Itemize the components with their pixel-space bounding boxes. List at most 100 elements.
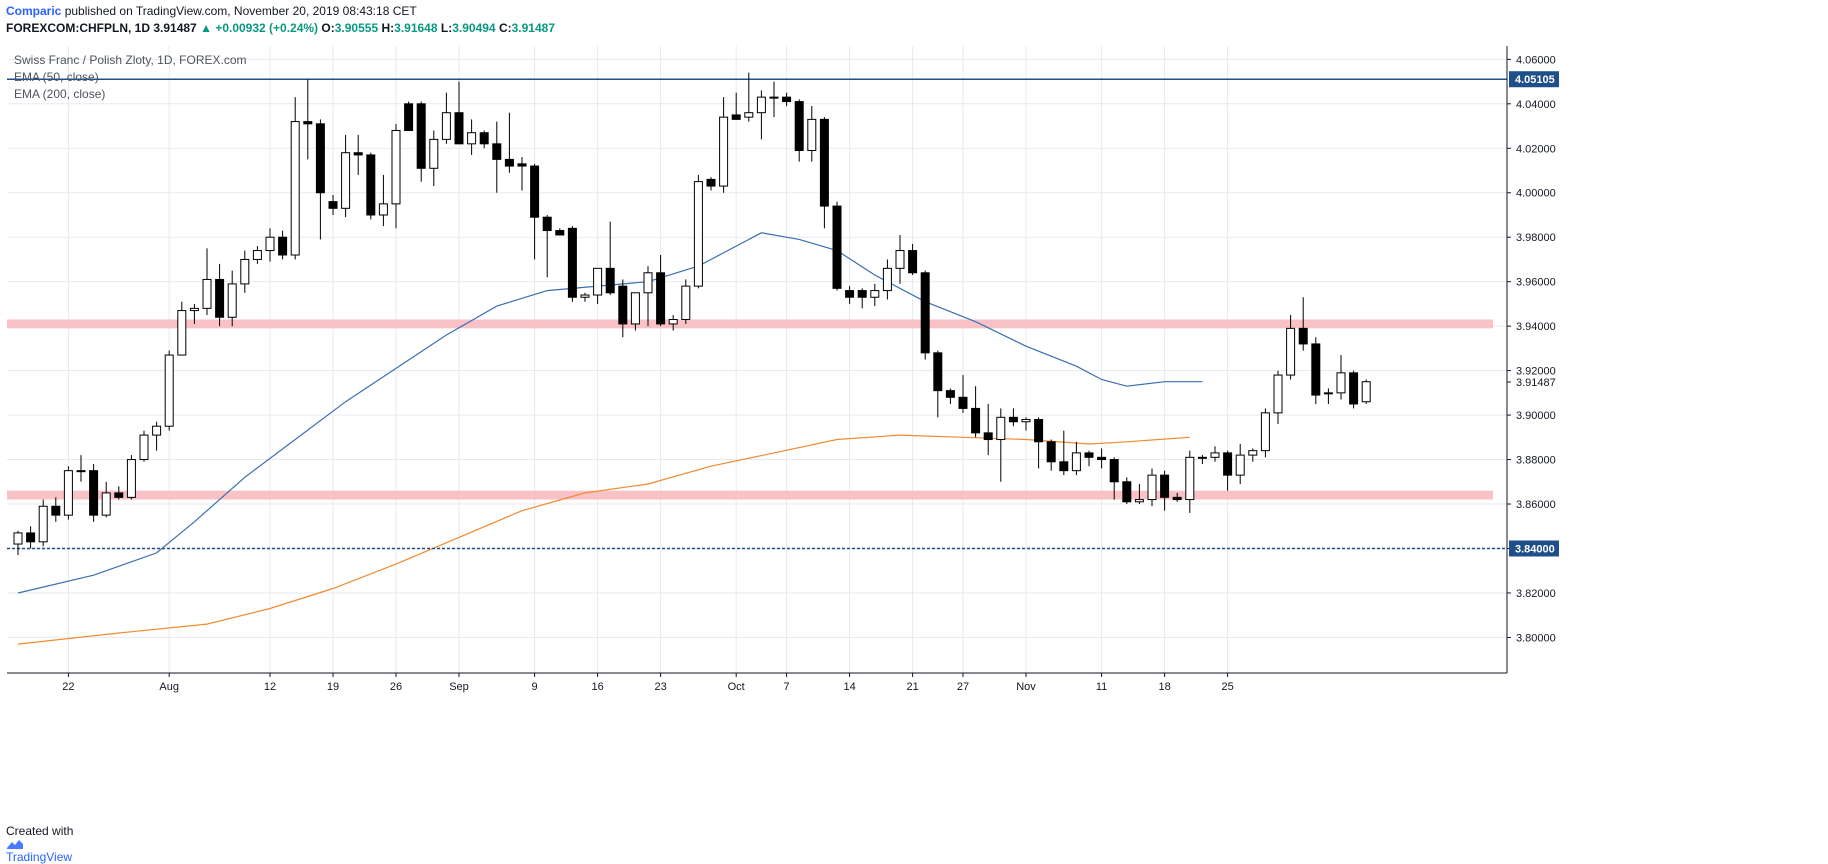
candle-body[interactable] xyxy=(467,132,477,145)
candle-body[interactable] xyxy=(202,278,212,309)
candle-body[interactable] xyxy=(1273,374,1283,414)
candle-body[interactable] xyxy=(593,267,603,296)
candle-body[interactable] xyxy=(555,230,565,236)
candle-body[interactable] xyxy=(1059,461,1069,472)
legend-title[interactable]: Swiss Franc / Polish Zloty, 1D, FOREX.co… xyxy=(14,53,247,67)
legend-ema50[interactable]: EMA (50, close) xyxy=(14,70,99,84)
candle-body[interactable] xyxy=(341,152,351,209)
candle-body[interactable] xyxy=(429,138,439,169)
candle-body[interactable] xyxy=(454,112,464,145)
candle-body[interactable] xyxy=(252,250,262,260)
candle-body[interactable] xyxy=(76,470,86,473)
tradingview-brand-link[interactable]: TradingView xyxy=(6,850,73,864)
candle-body[interactable] xyxy=(1134,499,1144,503)
candle-body[interactable] xyxy=(1109,459,1119,483)
candle-body[interactable] xyxy=(1235,454,1245,476)
legend-ema200[interactable]: EMA (200, close) xyxy=(14,87,106,101)
candle-body[interactable] xyxy=(870,290,880,298)
candle-body[interactable] xyxy=(404,103,414,131)
candle-body[interactable] xyxy=(756,96,766,114)
candle-body[interactable] xyxy=(706,178,716,187)
candle-body[interactable] xyxy=(114,492,124,498)
candle-body[interactable] xyxy=(1286,327,1296,376)
candle-body[interactable] xyxy=(542,216,552,232)
candle-body[interactable] xyxy=(794,101,804,151)
candle-body[interactable] xyxy=(328,201,338,209)
candle-body[interactable] xyxy=(605,267,615,294)
candle-body[interactable] xyxy=(1210,452,1220,458)
candle-body[interactable] xyxy=(681,285,691,320)
candle-body[interactable] xyxy=(1021,419,1031,423)
candle-body[interactable] xyxy=(719,116,729,187)
candle-body[interactable] xyxy=(89,470,99,516)
candle-body[interactable] xyxy=(1298,327,1308,345)
candle-body[interactable] xyxy=(945,390,955,398)
candle-body[interactable] xyxy=(819,118,829,207)
symbol-label[interactable]: FOREXCOM:CHFPLN, 1D xyxy=(6,21,150,35)
candle-body[interactable] xyxy=(315,123,325,194)
candle-body[interactable] xyxy=(101,492,111,516)
candle-body[interactable] xyxy=(1084,452,1094,458)
chart-area[interactable]: 3.80000 3.82000 3.84000 3.86000 3.88000 3.900… xyxy=(7,46,1828,821)
candle-body[interactable] xyxy=(996,416,1006,441)
candle-body[interactable] xyxy=(492,143,502,160)
candle-body[interactable] xyxy=(832,205,842,289)
candlestick-chart[interactable]: 3.80000 3.82000 3.84000 3.86000 3.88000 3.900… xyxy=(7,46,1828,821)
candle-body[interactable] xyxy=(63,470,73,516)
candle-body[interactable] xyxy=(416,103,426,169)
candle-body[interactable] xyxy=(1185,456,1195,501)
candle-body[interactable] xyxy=(1361,381,1371,403)
candle-body[interactable] xyxy=(1008,416,1018,423)
candle-body[interactable] xyxy=(51,505,61,516)
candle-body[interactable] xyxy=(517,163,527,167)
candle-body[interactable] xyxy=(908,250,918,274)
candle-body[interactable] xyxy=(668,318,678,325)
candle-body[interactable] xyxy=(26,532,36,543)
candle-body[interactable] xyxy=(227,283,237,318)
candle-body[interactable] xyxy=(782,96,792,103)
candle-body[interactable] xyxy=(1336,372,1346,394)
candle-body[interactable] xyxy=(618,285,628,325)
candle-body[interactable] xyxy=(857,290,867,298)
candle-body[interactable] xyxy=(958,396,968,409)
publisher-name[interactable]: Comparic xyxy=(6,4,62,18)
candle-body[interactable] xyxy=(1311,343,1321,396)
candle-body[interactable] xyxy=(1223,452,1233,476)
candle-body[interactable] xyxy=(353,152,363,156)
candle-body[interactable] xyxy=(983,432,993,441)
candle-body[interactable] xyxy=(643,272,653,294)
candle-body[interactable] xyxy=(845,290,855,298)
candle-body[interactable] xyxy=(278,236,288,256)
candle-body[interactable] xyxy=(1160,474,1170,498)
candle-body[interactable] xyxy=(378,203,388,216)
candle-body[interactable] xyxy=(479,132,489,145)
candle-body[interactable] xyxy=(567,227,577,298)
candle-body[interactable] xyxy=(1260,412,1270,452)
candle-body[interactable] xyxy=(1248,450,1258,456)
candle-body[interactable] xyxy=(920,272,930,354)
candle-body[interactable] xyxy=(152,425,162,436)
candle-body[interactable] xyxy=(1097,456,1107,461)
candle-body[interactable] xyxy=(530,165,540,218)
candle-body[interactable] xyxy=(38,505,48,543)
candle-body[interactable] xyxy=(13,532,23,545)
candle-body[interactable] xyxy=(882,267,892,292)
candle-body[interactable] xyxy=(126,459,136,498)
candle-body[interactable] xyxy=(441,112,451,140)
candle-body[interactable] xyxy=(1147,474,1157,501)
candle-body[interactable] xyxy=(1323,392,1333,395)
candle-body[interactable] xyxy=(303,121,313,125)
candle-body[interactable] xyxy=(895,250,905,269)
candle-body[interactable] xyxy=(769,96,779,99)
candle-body[interactable] xyxy=(1034,419,1044,443)
candle-body[interactable] xyxy=(391,129,401,205)
candle-body[interactable] xyxy=(580,294,590,298)
candle-body[interactable] xyxy=(731,114,741,120)
candle-body[interactable] xyxy=(1349,372,1359,405)
candle-body[interactable] xyxy=(290,121,300,256)
candle-body[interactable] xyxy=(1197,456,1207,459)
candle-body[interactable] xyxy=(744,112,754,118)
candle-body[interactable] xyxy=(366,154,376,216)
candle-body[interactable] xyxy=(240,258,250,285)
candle-body[interactable] xyxy=(933,352,943,392)
